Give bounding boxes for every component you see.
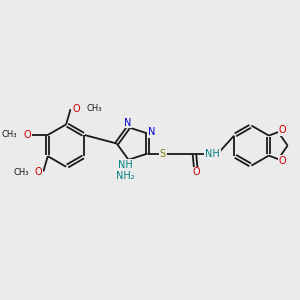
Text: NH: NH: [205, 148, 220, 159]
Text: N: N: [124, 118, 132, 128]
Text: CH₃: CH₃: [13, 168, 29, 177]
Text: O: O: [278, 156, 286, 166]
Text: O: O: [23, 130, 31, 140]
Text: O: O: [192, 167, 200, 177]
Text: NH₂: NH₂: [116, 171, 134, 181]
Text: CH₃: CH₃: [2, 130, 17, 140]
Text: CH₃: CH₃: [87, 104, 102, 113]
Text: O: O: [278, 125, 286, 135]
Text: O: O: [34, 167, 42, 177]
Text: NH: NH: [118, 160, 132, 170]
Text: S: S: [160, 148, 166, 159]
Text: O: O: [72, 103, 80, 113]
Text: N: N: [148, 127, 155, 137]
